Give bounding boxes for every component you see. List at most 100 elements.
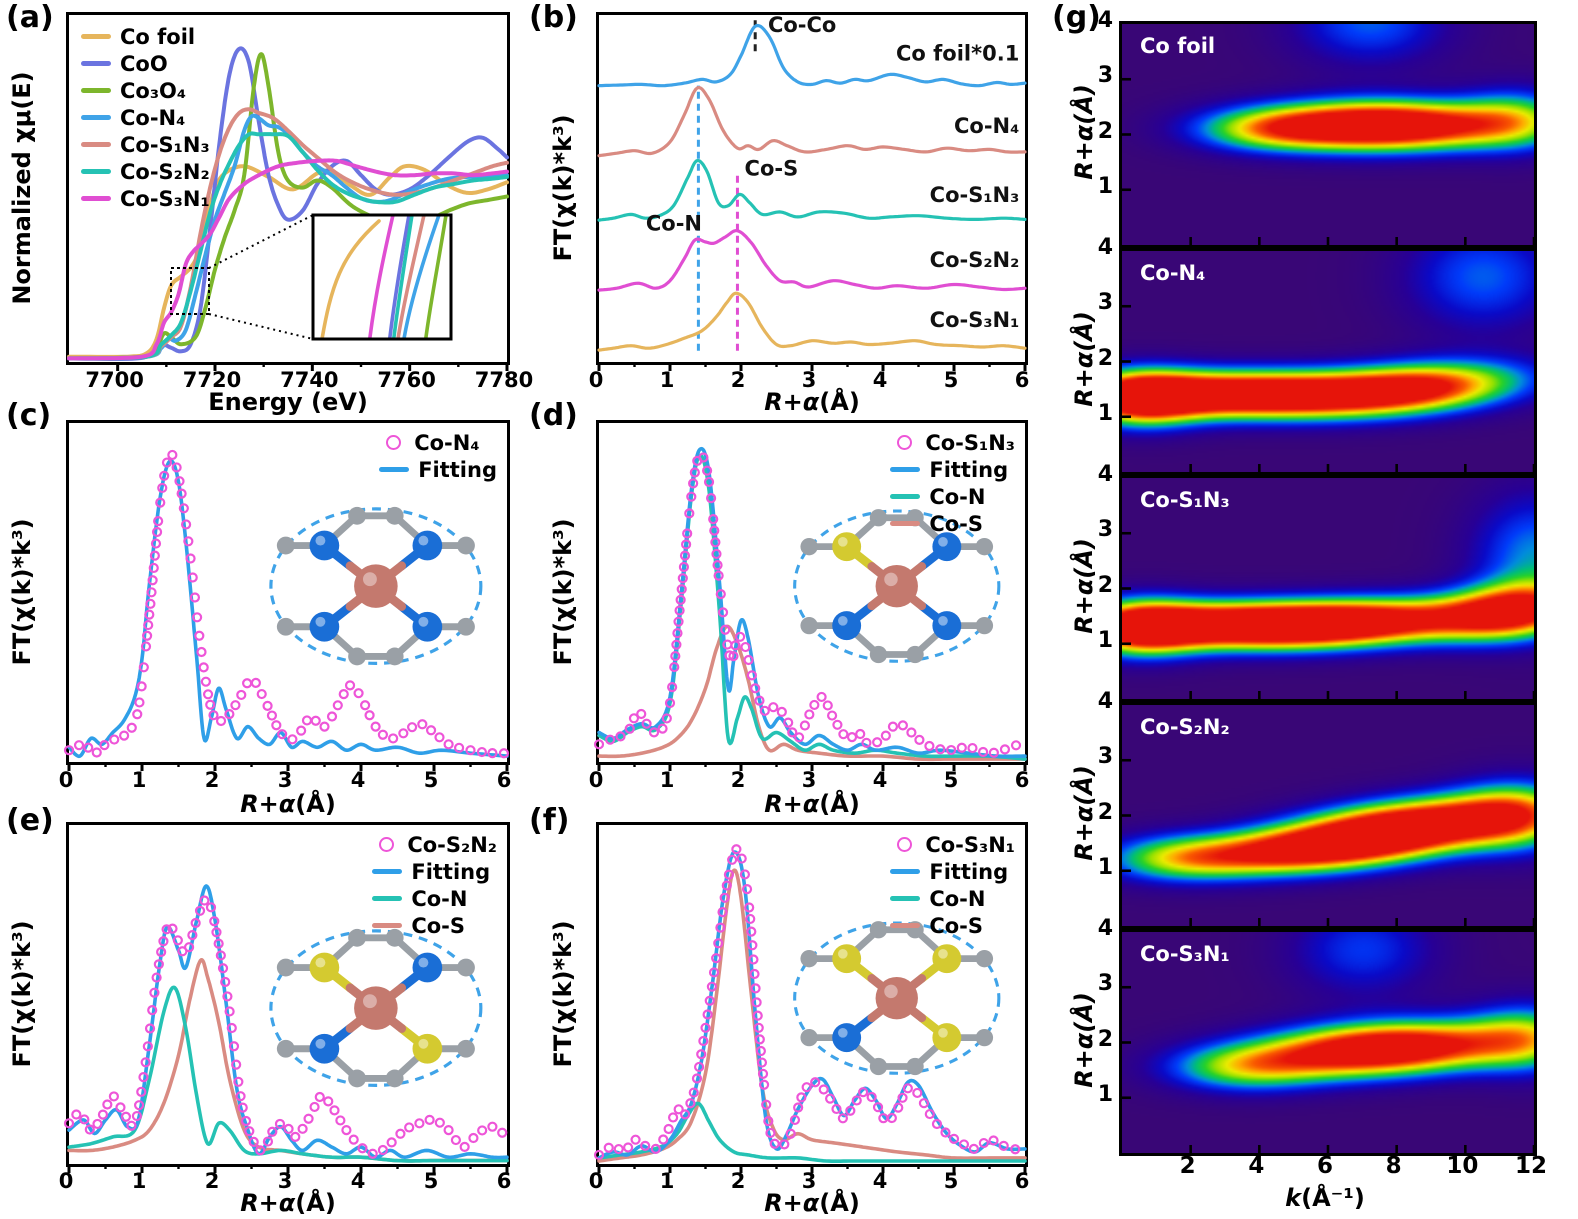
g-y-tick-label: 4 — [1097, 8, 1113, 33]
legend-line-icon — [81, 61, 111, 66]
x-tick-label: 3 — [801, 768, 817, 792]
legend-item: Co-S₁N₃ — [81, 131, 210, 158]
g-y-tick-label: 2 — [1097, 118, 1113, 144]
panel-d-structure-inset — [786, 498, 1008, 674]
series-path — [67, 131, 509, 361]
legend-line-icon — [379, 467, 410, 472]
legend-line-icon — [890, 494, 921, 499]
annotation: Co foil*0.1 — [896, 42, 1019, 66]
legend-label: Co-S₃N₁ — [120, 186, 210, 211]
zoom-region-box — [170, 267, 210, 315]
heatmap-ticks — [1122, 531, 1534, 699]
g-x-tick-label: 8 — [1385, 1153, 1402, 1179]
x-tick-label: 4 — [872, 768, 888, 792]
x-tick-label: 3 — [801, 368, 817, 392]
molecule-diagram — [269, 506, 483, 665]
legend-label: Co-S₁N₃ — [120, 132, 210, 157]
x-tick-label: 0 — [588, 368, 604, 392]
nitrogen-atom — [309, 611, 339, 642]
legend-line-icon — [81, 142, 111, 147]
g-y-tick-label: 1 — [1097, 854, 1113, 880]
legend-line-icon — [890, 467, 921, 472]
x-tick-label: 5 — [943, 1169, 959, 1193]
panel-c-legend: Co-N₄ Fitting — [379, 429, 497, 483]
legend-line-icon — [81, 196, 111, 201]
x-ticks — [67, 1164, 509, 1173]
heatmap-ticks — [1122, 304, 1534, 472]
g-y-tick-label: 1 — [1097, 1081, 1113, 1107]
x-tick-label: 0 — [58, 768, 74, 792]
g-y-tick-label: 3 — [1097, 63, 1113, 89]
g-x-tick-label: 4 — [1248, 1153, 1265, 1179]
nitrogen-atom — [832, 1022, 862, 1052]
panel-g: (g) k(Å⁻¹) Co foil 4 3 2 1 R+α(Å) Co-N₄ 4 3 2 1 R+α… — [1040, 0, 1578, 1219]
legend-label: Fitting — [929, 457, 1009, 482]
panel-f-xlabel: R+α(Å) — [764, 1189, 860, 1217]
legend-marker-icon — [897, 837, 913, 852]
x-tick-label: 1 — [131, 1169, 147, 1193]
x-tick-label: 2 — [730, 768, 746, 792]
annotation: Co-N — [646, 212, 702, 236]
g-y-tick-label: 2 — [1097, 799, 1113, 825]
panel-a-label: (a) — [6, 0, 54, 35]
x-tick-label: 0 — [58, 1169, 74, 1193]
g-y-tick-label: 4 — [1097, 689, 1113, 714]
panel-c-canvas — [63, 449, 510, 771]
panel-d-ylabel: FT(χ(k)*k³) — [549, 518, 577, 666]
molecule-diagram — [793, 920, 1001, 1075]
g-y-tick-label: 1 — [1097, 173, 1113, 199]
g-y-tick-label: 1 — [1097, 400, 1113, 426]
annotation: Co-S — [745, 157, 799, 181]
nitrogen-atom — [309, 530, 339, 560]
panel-f-canvas — [593, 844, 1027, 1173]
g-x-tick-label: 6 — [1316, 1153, 1333, 1179]
annotation: Co-S₃N₁ — [930, 308, 1020, 332]
x-tick-label: 5 — [943, 368, 959, 392]
g-ylabel: R+α(Å) — [1070, 310, 1098, 407]
panel-g-xlabel: k(Å⁻¹) — [1285, 1184, 1365, 1212]
legend-label: Co-N₄ — [120, 105, 186, 130]
panel-f: (f) FT(χ(k)*k³) Co-S₃N₁ Fitting Co-N Co-S R… — [523, 795, 1055, 1219]
legend-item: Fitting — [372, 858, 497, 885]
g-y-tick-label: 2 — [1097, 1026, 1113, 1052]
cobalt-atom — [876, 564, 919, 607]
series-path — [597, 291, 1027, 352]
zoom-inset — [311, 213, 453, 341]
panel-c-xlabel: R+α(Å) — [240, 790, 336, 818]
series-path — [67, 163, 509, 359]
g-x-tick-label: 2 — [1179, 1153, 1196, 1179]
heatmap-canvas — [1122, 705, 1534, 926]
nitrogen-atom — [309, 1033, 339, 1064]
cobalt-atom — [353, 986, 398, 1030]
heatmap-2: Co-N₄ — [1119, 248, 1537, 475]
x-ticks — [597, 362, 1027, 371]
heatmap-1: Co foil — [1119, 21, 1537, 248]
nitrogen-atom — [932, 610, 962, 640]
heatmap-title: Co-N₄ — [1140, 261, 1206, 285]
annotation: Co-S₁N₃ — [930, 183, 1020, 207]
carbon-bonds — [800, 508, 994, 663]
x-tick-label: 5 — [423, 1169, 439, 1193]
legend-marker-icon — [386, 435, 402, 450]
heatmap-title: Co-S₁N₃ — [1140, 488, 1230, 512]
x-tick-label: 7720 — [182, 368, 242, 392]
data-markers — [593, 844, 1021, 1161]
legend-item: Co-S — [890, 510, 1015, 537]
x-tick-label: 4 — [350, 1169, 366, 1193]
data-markers — [63, 895, 508, 1159]
x-tick-label: 6 — [1014, 768, 1030, 792]
legend-line-icon — [81, 169, 111, 174]
panel-e-ylabel: FT(χ(k)*k³) — [8, 920, 36, 1068]
series-path — [597, 624, 1027, 762]
series-path — [67, 113, 509, 361]
heatmap-title: Co-S₂N₂ — [1140, 715, 1230, 739]
panel-d: (d) FT(χ(k)*k³) Co-S₁N₃ Fitting Co-N Co-S R… — [523, 398, 1055, 822]
legend-item: Fitting — [890, 858, 1015, 885]
legend-label: Co₃O₄ — [120, 78, 187, 103]
panel-e-legend: Co-S₂N₂ Fitting Co-N Co-S — [372, 831, 497, 939]
legend-label: CoO — [120, 51, 168, 76]
x-tick-label: 4 — [872, 1169, 888, 1193]
panel-f-structure-inset — [786, 910, 1008, 1086]
annotation: Co-N₄ — [954, 114, 1019, 138]
